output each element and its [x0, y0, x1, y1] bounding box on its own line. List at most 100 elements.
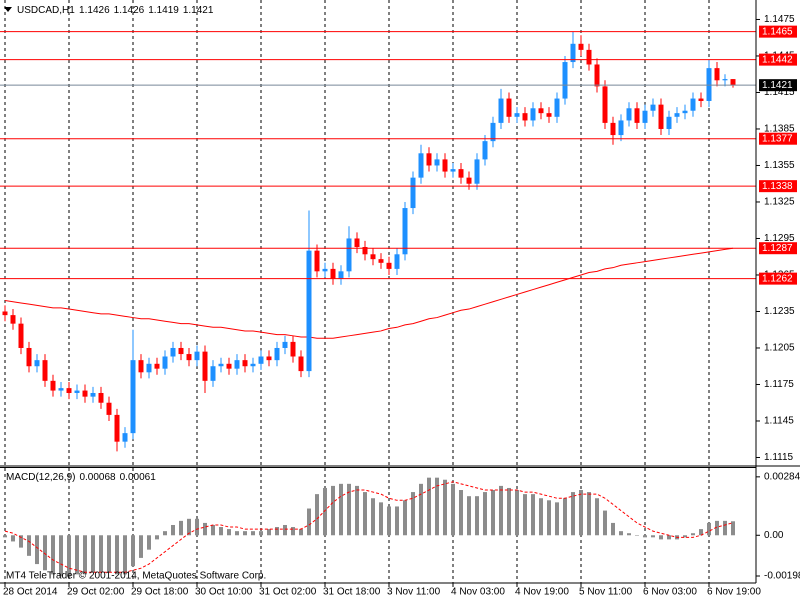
- macd-bar: [291, 527, 295, 536]
- candle-body: [90, 392, 96, 397]
- candle-body: [242, 360, 248, 367]
- macd-bar: [83, 535, 87, 575]
- chart-header: USDCAD,H1 1.1426 1.1426 1.1419 1.1421: [17, 5, 214, 16]
- candle-body: [306, 250, 312, 372]
- macd-bar: [467, 496, 471, 536]
- open-value: 1.1426: [79, 5, 110, 16]
- candle-body: [682, 110, 688, 114]
- candle-body: [722, 79, 728, 81]
- x-tick-label: 29 Oct 02:00: [67, 587, 125, 598]
- macd-bar: [571, 492, 575, 536]
- macd-bar: [603, 510, 607, 536]
- candle-body: [386, 262, 392, 269]
- macd-bar: [267, 529, 271, 536]
- candle-body: [138, 360, 144, 373]
- candle-body: [226, 363, 232, 369]
- macd-bar: [315, 494, 319, 536]
- price-label-box: [759, 79, 797, 92]
- macd-bar: [123, 535, 127, 575]
- macd-bar: [275, 527, 279, 536]
- moving-average: [4, 247, 734, 339]
- level-label-box: [759, 180, 797, 193]
- candle-body: [466, 177, 472, 184]
- candle-body: [650, 104, 656, 111]
- candle-body: [50, 380, 56, 391]
- macd-bar: [187, 518, 191, 536]
- y-tick-label: 1.1295: [764, 233, 795, 244]
- x-tick-label: 4 Nov 19:00: [515, 587, 569, 598]
- y-tick-label: 1.1145: [764, 416, 794, 427]
- macd-bar: [731, 521, 735, 536]
- macd-bar: [659, 535, 663, 540]
- macd-bar: [715, 520, 719, 536]
- candle-body: [450, 169, 456, 172]
- candle-body: [426, 153, 432, 166]
- candle-body: [194, 351, 200, 361]
- x-tick-label: 31 Oct 18:00: [323, 587, 381, 598]
- macd-bar: [323, 487, 327, 536]
- y-tick-label: 1.1385: [764, 124, 795, 135]
- level-label: 1.1287: [762, 243, 793, 254]
- macd-bar: [131, 535, 135, 567]
- macd-bar: [531, 494, 535, 536]
- candle-body: [418, 153, 424, 178]
- macd-bar: [99, 535, 103, 573]
- x-tick-label: 3 Nov 11:00: [387, 587, 441, 598]
- macd-bar: [163, 531, 167, 536]
- x-tick-label: 28 Oct 2014: [3, 587, 58, 598]
- candle-body: [442, 159, 448, 172]
- macd-bar: [611, 522, 615, 536]
- candle-body: [346, 238, 352, 272]
- candle-body: [538, 108, 544, 114]
- candle-body: [562, 62, 568, 99]
- candle-body: [26, 347, 32, 367]
- candle-body: [546, 113, 552, 117]
- candle-body: [106, 402, 112, 415]
- macd-bar: [667, 535, 671, 540]
- macd-bar: [699, 529, 703, 536]
- macd-bar: [651, 535, 655, 538]
- macd-bar: [115, 535, 119, 575]
- macd-bar: [75, 535, 79, 575]
- candle-body: [42, 360, 48, 381]
- candle-body: [298, 356, 304, 372]
- candle-body: [330, 268, 336, 279]
- candle-body: [378, 259, 384, 263]
- macd-bar: [3, 535, 7, 538]
- menu-arrow: [4, 7, 12, 12]
- candle-body: [170, 347, 176, 357]
- macd-bar: [203, 522, 207, 536]
- y-tick-label: 1.1475: [764, 14, 795, 25]
- candle-body: [594, 64, 600, 87]
- candle-body: [66, 388, 72, 393]
- macd-bar: [179, 520, 183, 536]
- macd-bar: [587, 492, 591, 536]
- macd-title: MACD(12,26,9): [6, 472, 75, 483]
- candle-body: [394, 254, 400, 269]
- y-tick-label: 1.1175: [764, 379, 794, 390]
- candle-body: [530, 108, 536, 121]
- candle-body: [18, 323, 24, 348]
- macd-bar: [43, 535, 47, 571]
- candle-body: [410, 177, 416, 209]
- macd-bar: [635, 535, 639, 536]
- candle-body: [634, 108, 640, 123]
- macd-bar: [251, 531, 255, 536]
- macd-bar: [259, 531, 263, 536]
- candle-body: [338, 271, 344, 279]
- candle-body: [578, 43, 584, 50]
- macd-bar: [539, 498, 543, 536]
- candle-body: [570, 43, 576, 63]
- macd-bar: [499, 485, 503, 536]
- candle-body: [218, 363, 224, 367]
- macd-bar: [91, 535, 95, 573]
- candle-body: [474, 159, 480, 184]
- level-label-box: [759, 25, 797, 38]
- macd-bar: [227, 529, 231, 536]
- macd-bar: [387, 506, 391, 536]
- macd-bar: [627, 533, 631, 536]
- candle-body: [666, 116, 672, 129]
- y2-tick-label: -0.00198: [764, 571, 800, 582]
- y-tick-label: 1.1235: [764, 306, 795, 317]
